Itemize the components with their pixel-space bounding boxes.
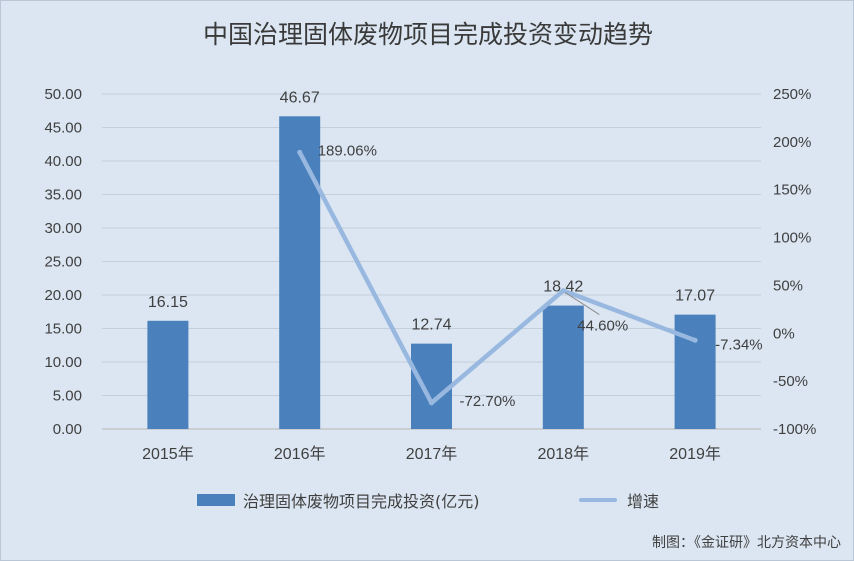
y-left-tick-label: 35.00 [44,187,82,204]
legend-item-investment: 治理固体废物项目完成投资(亿元) [197,488,480,512]
bar-value-label: 16.15 [148,294,188,311]
bar [147,320,189,429]
y-right-tick-label: 250% [773,86,811,103]
y-right-tick-label: 200% [773,134,811,151]
y-left-tick-label: 25.00 [44,254,82,271]
y-right-tick-label: 0% [773,325,795,342]
bar [674,314,716,429]
y-right-tick-label: 100% [773,230,811,247]
y-right-tick-label: 50% [773,277,803,294]
y-left-tick-label: 0.00 [53,421,82,438]
chart-title: 中国治理固体废物项目完成投资变动趋势 [202,20,653,49]
growth-point [692,337,698,343]
y-left-tick-label: 50.00 [44,86,82,103]
y-right-tick-label: -100% [773,421,816,438]
chart-plot: 0.00 5.00 10.00 15.00 20.00 25.00 30.00 35.00 40… [44,86,816,463]
legend-item-growth: 增速 [579,488,659,512]
y-left-tick-label: 10.00 [44,354,82,371]
y-left-tick-label: 40.00 [44,153,82,170]
y-left-tick-label: 15.00 [44,321,82,338]
y-left-tick-label: 45.00 [44,120,82,137]
bar-value-label: 46.67 [280,89,320,106]
y-left-tick-label: 5.00 [53,388,82,405]
growth-value-label: -72.70% [460,393,516,410]
bar [411,343,452,429]
bar [542,305,584,429]
growth-point [297,149,303,155]
bar-value-label: 12.74 [411,317,451,334]
growth-value-label: 44.60% [577,318,628,335]
source-credit: 制图：《金证研》北方资本中心 [652,535,841,551]
growth-label-leader [565,292,600,316]
y-left-tick-label: 30.00 [44,220,82,237]
growth-point [429,400,434,406]
y-left-tick-label: 20.00 [44,287,82,304]
bar-value-label: 17.07 [675,288,715,305]
legend-swatch-line [579,498,617,502]
growth-value-label: -7.34% [715,336,763,353]
growth-line [297,150,698,406]
y-right-tick-label: 150% [773,182,811,199]
x-tick-label: 2015年 [142,445,194,463]
x-tick-label: 2016年 [274,445,326,463]
legend-label-growth: 增速 [627,492,660,511]
legend-label-investment: 治理固体废物项目完成投资(亿元) [243,492,480,511]
y-right-tick-label: -50% [773,373,808,390]
growth-value-label: 189.06% [318,142,377,159]
x-tick-label: 2017年 [406,445,458,463]
growth-point [560,288,566,294]
bar-value-label: 18.42 [543,279,583,296]
legend-swatch-bar [197,494,235,506]
x-tick-label: 2018年 [537,445,589,463]
legend: 治理固体废物项目完成投资(亿元) 增速 [1,488,854,512]
bar [279,116,321,429]
x-tick-label: 2019年 [669,445,721,463]
